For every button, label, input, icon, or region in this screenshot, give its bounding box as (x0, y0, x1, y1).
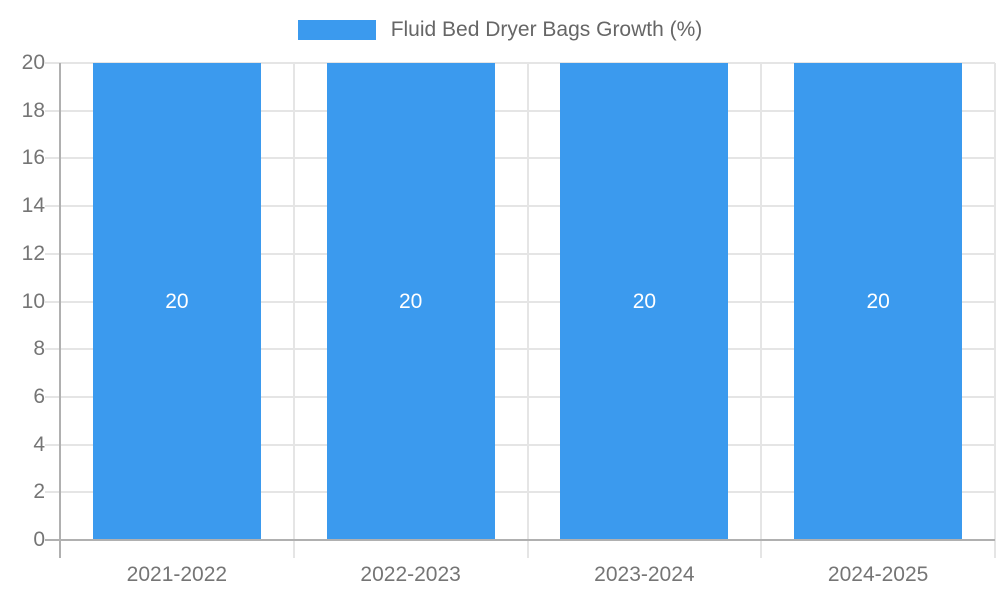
legend-label: Fluid Bed Dryer Bags Growth (%) (390, 18, 703, 41)
bar: 20 (92, 63, 261, 540)
bar: 20 (326, 63, 495, 540)
y-gridline (45, 62, 995, 64)
legend-swatch-icon (297, 20, 376, 40)
y-gridline (45, 157, 995, 160)
x-axis-tick-label: 2022-2023 (360, 563, 461, 586)
y-gridline (45, 205, 995, 208)
y-gridline (45, 395, 995, 398)
y-gridline (45, 491, 995, 494)
y-axis-tick-label: 4 (33, 432, 45, 456)
y-axis-tick-label: 20 (21, 51, 45, 74)
x-axis-tick-label: 2021-2022 (126, 563, 228, 586)
bar-value-label: 20 (398, 289, 423, 313)
y-gridline (45, 300, 995, 303)
y-gridline (45, 252, 995, 255)
x-axis-tick-label: 2023-2024 (594, 563, 695, 586)
y-gridline (45, 109, 995, 112)
x-gridline (760, 63, 763, 558)
y-gridline (45, 443, 995, 446)
x-axis-tick-label: 2024-2025 (827, 563, 929, 586)
y-axis-tick-label: 6 (33, 384, 45, 408)
y-axis-tick-label: 2 (33, 480, 45, 504)
bar-value-label: 20 (866, 289, 890, 313)
bar: 20 (560, 63, 729, 540)
y-axis-line (59, 63, 61, 558)
x-gridline (526, 63, 529, 558)
y-axis-tick-label: 0 (33, 528, 45, 551)
bar: 20 (794, 63, 963, 540)
y-axis-tick-label: 10 (21, 289, 45, 313)
x-axis-line (45, 539, 995, 541)
y-axis-tick-label: 12 (21, 241, 45, 265)
y-axis-tick-label: 14 (21, 194, 45, 218)
y-axis-tick-label: 8 (33, 337, 45, 361)
y-gridline (45, 348, 995, 351)
y-axis-tick-label: 16 (21, 146, 45, 170)
chart-legend[interactable]: Fluid Bed Dryer Bags Growth (%) (0, 16, 1000, 44)
bar-value-label: 20 (632, 289, 657, 313)
bar-value-label: 20 (165, 289, 189, 313)
x-gridline (292, 63, 295, 558)
y-axis-tick-label: 18 (21, 98, 45, 122)
x-gridline (994, 63, 996, 558)
